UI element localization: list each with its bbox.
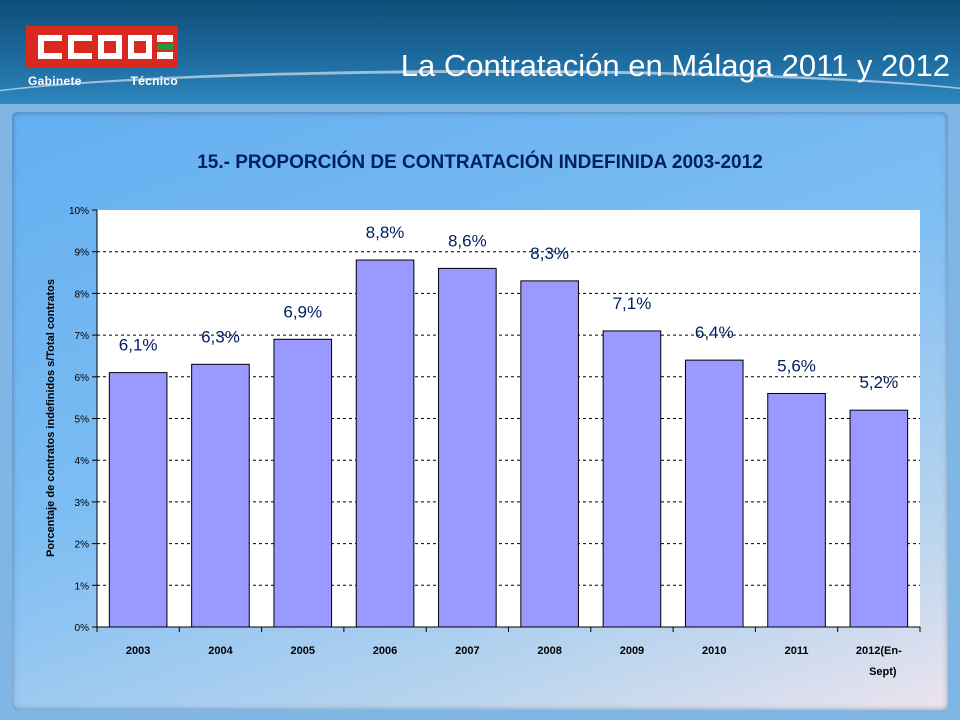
chart-title: 15.- PROPORCIÓN DE CONTRATACIÓN INDEFINI… (197, 151, 763, 173)
x-tick-label-line2: Sept) (869, 666, 897, 678)
logo-subtitle: Gabinete Técnico (28, 74, 178, 88)
y-tick-label: 3% (75, 498, 90, 509)
bar-chart: 15.- PROPORCIÓN DE CONTRATACIÓN INDEFINI… (45, 151, 921, 678)
data-label: 8,3% (530, 244, 569, 263)
y-tick-label: 9% (75, 248, 90, 259)
bar (767, 392, 826, 628)
data-label: 8,8% (366, 223, 405, 242)
x-tick-label: 2007 (455, 645, 479, 657)
data-label: 6,3% (201, 327, 240, 346)
ccoo-logo (26, 26, 178, 68)
y-tick-label: 6% (75, 373, 90, 384)
data-label: 6,1% (119, 336, 158, 355)
data-label: 5,6% (777, 356, 816, 375)
x-tick-label: 2005 (291, 645, 315, 657)
bar (273, 338, 333, 628)
y-tick-label: 10% (69, 206, 89, 217)
chart-panel: 15.- PROPORCIÓN DE CONTRATACIÓN INDEFINI… (12, 112, 948, 710)
bar (684, 359, 744, 628)
bar (438, 267, 497, 628)
data-label: 8,6% (448, 231, 487, 250)
data-label: 5,2% (859, 373, 898, 392)
y-tick-label: 4% (75, 456, 90, 467)
header-swoosh (0, 70, 960, 104)
bar (849, 409, 909, 628)
y-axis-label: Porcentaje de contratos indefinidos s/To… (45, 279, 57, 557)
bar (191, 363, 250, 628)
bar (520, 280, 579, 628)
x-tick-label: 2011 (785, 645, 809, 657)
plot-area: 0% 1% 2% 3% 4% 5% 6% 7% 8% 9% 10% 6,1% 6,3% 6,9% 8,8% 8… (69, 206, 921, 678)
x-tick-label: 2010 (702, 645, 726, 657)
bar (355, 259, 415, 628)
logo-sub-right: Técnico (130, 74, 178, 88)
y-tick-label: 0% (75, 623, 90, 634)
page-title: La Contratación en Málaga 2011 y 2012 (400, 48, 950, 83)
header-banner: Gabinete Técnico La Contratación en Mála… (0, 0, 960, 104)
data-label: 6,9% (283, 302, 322, 321)
y-tick-label: 7% (75, 331, 90, 342)
x-tick-label: 2003 (126, 645, 150, 657)
x-tick-label: 2012(En- (856, 645, 902, 657)
x-tick-label: 2008 (537, 645, 561, 657)
y-tick-label: 2% (75, 540, 90, 551)
x-tick-label: 2004 (208, 645, 233, 657)
x-tick-label: 2006 (373, 645, 397, 657)
data-label: 7,1% (613, 294, 652, 313)
y-tick-label: 1% (75, 581, 90, 592)
x-tick-label: 2009 (620, 645, 644, 657)
ccoo-logo-graphic (38, 35, 173, 59)
data-label: 6,4% (695, 323, 734, 342)
y-tick-label: 8% (75, 289, 90, 300)
bar (602, 330, 662, 628)
logo-sub-left: Gabinete (28, 74, 82, 88)
y-tick-label: 5% (75, 415, 90, 426)
bar (108, 372, 168, 628)
